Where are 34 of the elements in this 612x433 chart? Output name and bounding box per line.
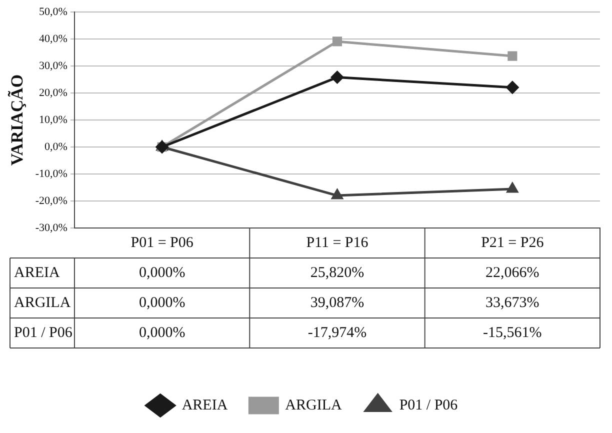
y-axis-title: VARIAÇÃO	[8, 74, 27, 166]
text: P01 / P06	[14, 324, 72, 341]
data-label: 39,087%	[310, 294, 364, 311]
data-label: 25,820%	[310, 264, 364, 281]
legend-label: ARGILA	[285, 397, 342, 414]
y-tick-label: 20,0%	[39, 86, 68, 99]
point	[330, 71, 344, 84]
x-tick-label: P11 = P16	[306, 234, 369, 251]
text: ARGILA	[14, 294, 71, 311]
y-tick-label: 30,0%	[39, 60, 68, 72]
y-tick-label: 50,0%	[39, 6, 68, 18]
legend-label: P01 / P06	[399, 397, 458, 414]
data-label: 0,000%	[138, 324, 186, 341]
point	[332, 189, 343, 200]
y-tick-label: -20,0%	[35, 194, 68, 207]
x-tick-label: P01 = P06	[130, 234, 194, 251]
y-tick-label: -30,0%	[35, 222, 68, 234]
y-tick-label: 40,0%	[39, 32, 68, 45]
data-label: 0,000%	[138, 294, 186, 311]
text: AREIA	[14, 264, 60, 281]
y-tick-label: 0,0%	[44, 140, 68, 153]
y-tick-label: -10,0%	[35, 168, 68, 180]
data-label: 0,000%	[138, 264, 186, 281]
data-label: 22,066%	[486, 264, 540, 281]
data-label: -15,561%	[483, 324, 542, 341]
data-label: 33,673%	[486, 294, 540, 311]
point	[508, 51, 518, 61]
point	[506, 81, 519, 94]
x-tick-label: P21 = P26	[481, 234, 544, 251]
point	[332, 36, 342, 46]
legend-label: AREIA	[182, 397, 228, 414]
point	[506, 182, 518, 193]
y-tick-label: 10,0%	[39, 114, 68, 126]
data-label: -17,974%	[308, 324, 367, 341]
